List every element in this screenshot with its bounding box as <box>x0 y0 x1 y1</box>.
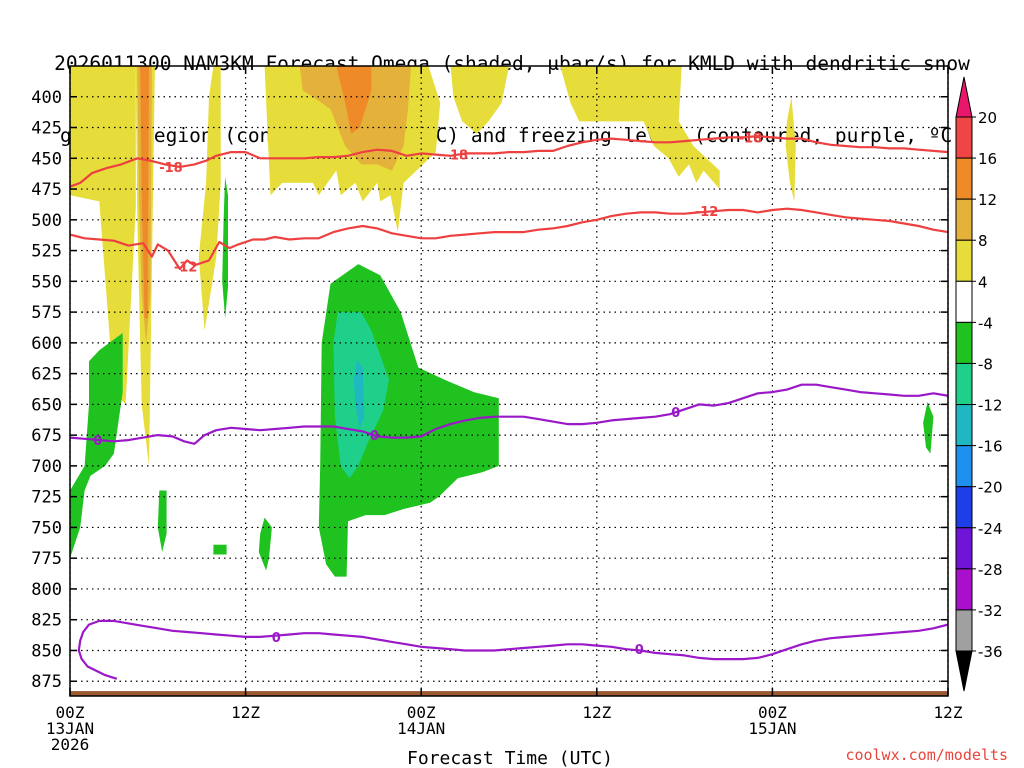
contour-line-0-2 <box>70 383 948 445</box>
ytick-label-425: 425 <box>31 119 62 139</box>
omega-region-pos4-0 <box>70 66 136 405</box>
contour-label-0-2-2: 0 <box>671 406 680 421</box>
colorbar-swatch-8 <box>955 445 973 488</box>
ytick-label-800: 800 <box>31 580 62 600</box>
omega-region-pos4-4 <box>450 66 509 134</box>
xtick-label-0-2: 2026 <box>51 735 90 754</box>
ytick-label-725: 725 <box>31 488 62 508</box>
omega-region-neg4-12 <box>222 176 228 319</box>
plot-border <box>69 65 949 697</box>
colorbar-label-10: -24 <box>978 520 1003 538</box>
contour-label--18-0-2: -18 <box>739 131 763 146</box>
colorbar-bottom-arrow <box>955 650 973 692</box>
colorbar-swatch-9 <box>955 486 973 529</box>
ytick-label-750: 750 <box>31 518 62 538</box>
ytick-label-875: 875 <box>31 672 62 692</box>
colorbar-label-12: -32 <box>978 602 1003 620</box>
colorbar-swatch-10 <box>955 527 973 570</box>
ytick-label-575: 575 <box>31 303 62 323</box>
grid-layer <box>69 66 949 696</box>
colorbar-label-2: 12 <box>978 191 997 209</box>
xtick-label-0-1: 13JAN <box>46 719 94 738</box>
colorbar-label-6: -8 <box>978 355 993 373</box>
omega-region-pos4-5 <box>560 66 720 189</box>
omega-colorbar: 20 16 12 8 4 -4 -8 -12 -16 -20 -24 -28 -32 -36 <box>955 76 1003 692</box>
colorbar-swatch-7 <box>955 404 973 447</box>
ytick-label-525: 525 <box>31 242 62 262</box>
colorbar-swatch-3 <box>955 239 973 282</box>
colorbar-label-13: -36 <box>978 643 1003 661</box>
site-credit: coolwx.com/modelts <box>845 746 1008 764</box>
colorbar-swatch-0 <box>955 116 973 159</box>
omega-region-neg4-17 <box>923 401 934 454</box>
xtick-label-12-0: 12Z <box>231 703 260 722</box>
contour-label-0-3-0: 0 <box>272 631 281 646</box>
colorbar-swatch-4 <box>955 280 973 323</box>
xtick-label-24-1: 14JAN <box>397 719 445 738</box>
ytick-label-700: 700 <box>31 457 62 477</box>
omega-region-neg4-14 <box>213 544 227 555</box>
colorbar-label-4: 4 <box>978 273 988 291</box>
colorbar-swatch-5 <box>955 321 973 364</box>
contour-label--18-0-0: -18 <box>159 161 183 176</box>
omega-region-pos12-10 <box>140 66 149 319</box>
xtick-label-60-0: 12Z <box>934 703 963 722</box>
contour-layer: -18 -18 -18 -12 -12 0 0 0 0 0 <box>70 131 948 680</box>
colorbar-swatch-6 <box>955 362 973 406</box>
contour-label-0-3-1: 0 <box>635 643 644 658</box>
contour-label--18-0-1: -18 <box>445 149 469 164</box>
colorbar-swatch-2 <box>955 198 973 241</box>
xtick-label-36-0: 12Z <box>582 703 611 722</box>
x-axis-label: Forecast Time (UTC) <box>407 748 613 768</box>
colorbar-top-arrow <box>955 76 973 118</box>
contour-line--12-1 <box>70 207 948 271</box>
colorbar-swatch-12 <box>955 609 973 652</box>
xtick-label-0-0: 00Z <box>56 703 85 722</box>
colorbar-swatch-1 <box>955 157 973 200</box>
xtick-label-24-0: 00Z <box>407 703 436 722</box>
ytick-label-825: 825 <box>31 611 62 631</box>
xtick-label-48-0: 00Z <box>758 703 787 722</box>
colorbar-label-9: -20 <box>978 479 1003 497</box>
omega-region-neg12-19 <box>353 360 365 429</box>
omega-shading-layer <box>70 66 948 696</box>
ytick-label-650: 650 <box>31 395 62 415</box>
colorbar-label-11: -28 <box>978 561 1003 579</box>
omega-region-neg4-13 <box>157 490 167 552</box>
omega-region-pos4-6 <box>785 96 796 202</box>
colorbar-label-5: -4 <box>978 314 993 332</box>
ytick-label-475: 475 <box>31 180 62 200</box>
ytick-label-550: 550 <box>31 272 62 292</box>
colorbar-label-1: 16 <box>978 150 997 168</box>
ytick-label-500: 500 <box>31 211 62 231</box>
ytick-label-625: 625 <box>31 365 62 385</box>
colorbar-swatch-11 <box>955 568 973 611</box>
plot-frame <box>69 65 949 697</box>
xtick-label-48-1: 15JAN <box>748 719 796 738</box>
contour-label--12-1-0: -12 <box>174 261 198 276</box>
colorbar-label-7: -12 <box>978 397 1003 415</box>
ytick-label-850: 850 <box>31 641 62 661</box>
omega-region-pos4-2 <box>198 66 221 331</box>
ytick-label-775: 775 <box>31 549 62 569</box>
contour-label-0-2-0: 0 <box>93 434 102 449</box>
contour-line--18-0 <box>70 135 948 188</box>
ground-surface <box>70 691 948 696</box>
contour-label--12-1-1: -12 <box>695 205 719 220</box>
pressure-axis: 400 425 450 475 500 525 550 575 600 625 650 675 700 7… <box>31 88 948 692</box>
colorbar-label-8: -16 <box>978 438 1003 456</box>
omega-region-neg4-11 <box>70 333 123 559</box>
contour-label-0-2-1: 0 <box>370 429 379 444</box>
omega-region-pos12-9 <box>336 66 372 134</box>
colorbar-label-0: 20 <box>978 109 997 127</box>
ytick-label-600: 600 <box>31 334 62 354</box>
ytick-label-675: 675 <box>31 426 62 446</box>
colorbar-label-3: 8 <box>978 232 988 250</box>
ytick-label-400: 400 <box>31 88 62 108</box>
omega-region-neg4-15 <box>258 517 272 571</box>
ytick-label-450: 450 <box>31 149 62 169</box>
contour-line-0-3 <box>77 619 948 680</box>
